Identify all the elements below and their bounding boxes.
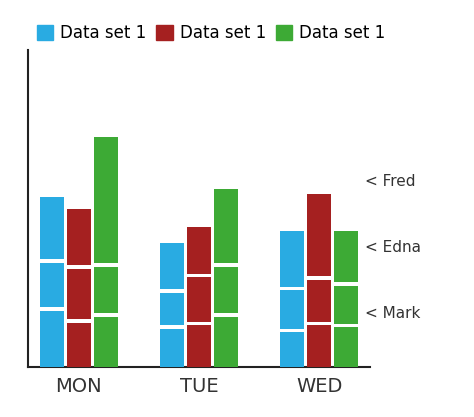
Bar bbox=[160, 329, 184, 367]
Text: < Fred: < Fred bbox=[365, 174, 415, 189]
Bar bbox=[307, 280, 331, 322]
Bar bbox=[307, 325, 331, 367]
Bar bbox=[214, 317, 238, 367]
Bar bbox=[214, 266, 238, 313]
Bar bbox=[187, 277, 211, 322]
Bar bbox=[334, 286, 358, 324]
Bar bbox=[94, 317, 118, 367]
Bar bbox=[214, 189, 238, 263]
Bar bbox=[40, 197, 64, 259]
Legend: Data set 1, Data set 1, Data set 1: Data set 1, Data set 1, Data set 1 bbox=[30, 17, 392, 48]
Text: < Mark: < Mark bbox=[365, 306, 420, 321]
Bar bbox=[67, 209, 91, 265]
Bar bbox=[334, 231, 358, 282]
Bar bbox=[307, 193, 331, 276]
Bar bbox=[94, 137, 118, 263]
Bar bbox=[67, 269, 91, 319]
Bar bbox=[94, 266, 118, 313]
Text: < Edna: < Edna bbox=[365, 240, 421, 255]
Bar bbox=[40, 263, 64, 307]
Bar bbox=[160, 293, 184, 325]
Bar bbox=[280, 332, 304, 367]
Bar bbox=[40, 311, 64, 367]
Bar bbox=[67, 323, 91, 367]
Bar bbox=[334, 327, 358, 367]
Bar bbox=[187, 227, 211, 274]
Bar bbox=[187, 325, 211, 367]
Bar bbox=[280, 231, 304, 287]
Bar bbox=[160, 243, 184, 289]
Bar bbox=[280, 290, 304, 329]
